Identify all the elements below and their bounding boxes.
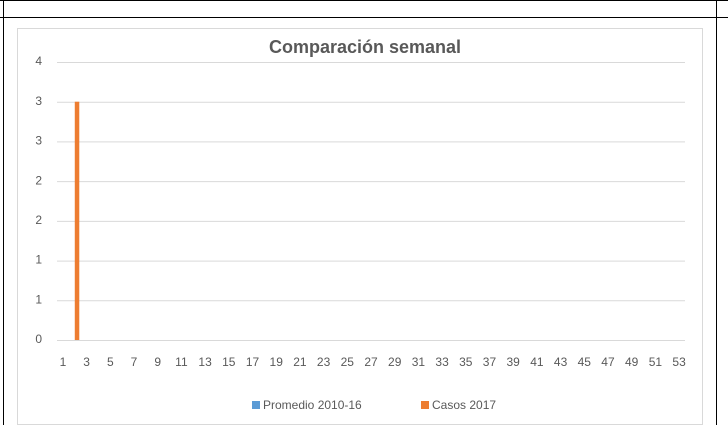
chart-title: Comparación semanal (269, 37, 461, 57)
x-tick-label: 1 (60, 355, 67, 369)
x-tick-label: 27 (364, 355, 378, 369)
y-tick-label: 0 (35, 332, 42, 346)
x-tick-label: 39 (507, 355, 521, 369)
y-tick-label: 4 (35, 54, 42, 68)
x-tick-label: 17 (246, 355, 260, 369)
x-tick-label: 13 (198, 355, 212, 369)
chart-area (17, 28, 703, 425)
legend-label: Casos 2017 (432, 398, 496, 412)
y-tick-label: 2 (35, 213, 42, 227)
y-tick-label: 1 (35, 292, 42, 306)
x-tick-label: 41 (530, 355, 544, 369)
x-tick-label: 23 (317, 355, 331, 369)
legend-swatch (421, 401, 429, 409)
x-tick-label: 49 (625, 355, 639, 369)
x-tick-label: 43 (554, 355, 568, 369)
x-tick-label: 11 (175, 355, 188, 369)
x-tick-label: 19 (270, 355, 284, 369)
x-tick-label: 35 (459, 355, 473, 369)
x-tick-label: 33 (435, 355, 449, 369)
x-tick-label: 5 (107, 355, 114, 369)
bar (74, 101, 80, 340)
x-tick-label: 51 (649, 355, 663, 369)
y-tick-label: 3 (35, 134, 42, 148)
y-tick-label: 3 (35, 94, 42, 108)
x-tick-label: 47 (601, 355, 615, 369)
y-tick-label: 1 (35, 253, 42, 267)
y-tick-label: 2 (35, 173, 42, 187)
legend-swatch (252, 401, 260, 409)
x-tick-label: 53 (672, 355, 686, 369)
x-tick-label: 31 (412, 355, 426, 369)
x-tick-label: 3 (83, 355, 90, 369)
x-tick-label: 29 (388, 355, 402, 369)
x-tick-label: 21 (293, 355, 307, 369)
x-tick-label: 7 (131, 355, 138, 369)
x-tick-label: 25 (341, 355, 355, 369)
x-tick-label: 9 (154, 355, 161, 369)
x-tick-label: 37 (483, 355, 497, 369)
x-tick-label: 15 (222, 355, 236, 369)
x-tick-label: 45 (578, 355, 592, 369)
legend-label: Promedio 2010-16 (263, 398, 362, 412)
